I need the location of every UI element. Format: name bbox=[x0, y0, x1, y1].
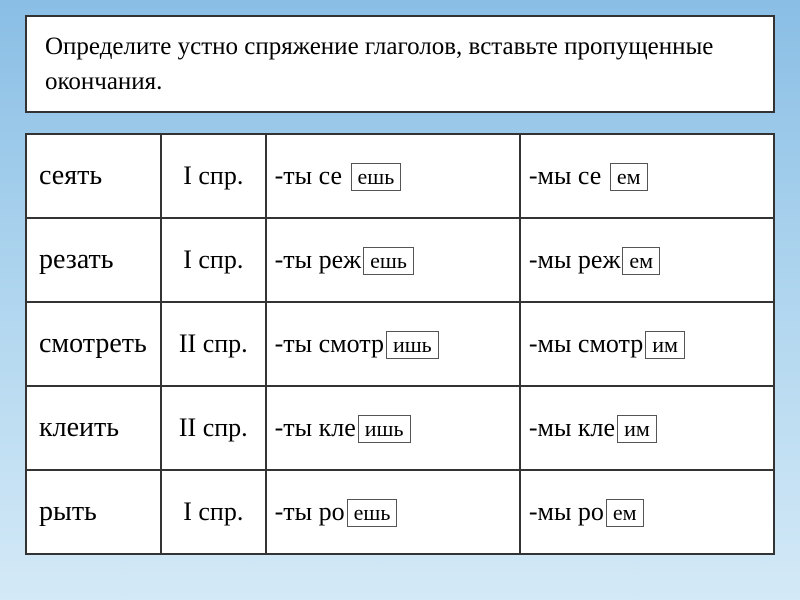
table-row: сеятьI спр.-ты се ешь-мы се ем bbox=[26, 134, 774, 218]
conjugation-label: спр. bbox=[198, 497, 243, 526]
ending-box: ешь bbox=[363, 247, 414, 275]
ending-box: ешь bbox=[347, 499, 398, 527]
ending-box: ешь bbox=[351, 163, 402, 191]
table-row: смотретьII спр.-ты смотришь-мы смотрим bbox=[26, 302, 774, 386]
conjugation-label: спр. bbox=[203, 329, 248, 358]
instruction-box: Определите устно спряжение глаголов, вст… bbox=[25, 15, 775, 113]
form-my-cell: -мы клеим bbox=[520, 386, 774, 470]
ending-box: им bbox=[645, 331, 685, 359]
conjugation-number: I bbox=[183, 161, 198, 190]
form-ty-cell: -ты смотришь bbox=[266, 302, 520, 386]
verb-cell: рыть bbox=[26, 470, 161, 554]
form-prefix: -мы реж bbox=[529, 245, 621, 274]
conjugation-label: спр. bbox=[203, 413, 248, 442]
form-my-cell: -мы роем bbox=[520, 470, 774, 554]
ending-box: ишь bbox=[386, 331, 439, 359]
verb-cell: клеить bbox=[26, 386, 161, 470]
form-prefix: -мы се bbox=[529, 161, 601, 190]
conjugation-number: II bbox=[179, 329, 203, 358]
ending-box: ем bbox=[606, 499, 644, 527]
ending-box: им bbox=[617, 415, 657, 443]
conjugation-cell: II спр. bbox=[161, 386, 266, 470]
form-prefix: -ты ро bbox=[275, 497, 345, 526]
verb-cell: резать bbox=[26, 218, 161, 302]
form-prefix: -мы ро bbox=[529, 497, 604, 526]
form-prefix: -ты смотр bbox=[275, 329, 384, 358]
conjugation-number: I bbox=[183, 245, 198, 274]
form-ty-cell: -ты режешь bbox=[266, 218, 520, 302]
conjugation-cell: II спр. bbox=[161, 302, 266, 386]
form-prefix: -мы кле bbox=[529, 413, 615, 442]
form-ty-cell: -ты клеишь bbox=[266, 386, 520, 470]
form-prefix: -мы смотр bbox=[529, 329, 643, 358]
ending-box: ем bbox=[610, 163, 648, 191]
form-prefix: -ты реж bbox=[275, 245, 362, 274]
conjugation-number: II bbox=[179, 413, 203, 442]
form-my-cell: -мы се ем bbox=[520, 134, 774, 218]
conjugation-number: I bbox=[183, 497, 198, 526]
form-my-cell: -мы смотрим bbox=[520, 302, 774, 386]
conjugation-cell: I спр. bbox=[161, 470, 266, 554]
verb-cell: сеять bbox=[26, 134, 161, 218]
ending-box: ишь bbox=[358, 415, 411, 443]
conjugation-label: спр. bbox=[198, 245, 243, 274]
conjugation-table: сеятьI спр.-ты се ешь-мы се емрезатьI сп… bbox=[25, 133, 775, 555]
verb-cell: смотреть bbox=[26, 302, 161, 386]
table-row: резатьI спр.-ты режешь-мы режем bbox=[26, 218, 774, 302]
form-prefix: -ты се bbox=[275, 161, 342, 190]
ending-box: ем bbox=[622, 247, 660, 275]
form-ty-cell: -ты се ешь bbox=[266, 134, 520, 218]
conjugation-cell: I спр. bbox=[161, 218, 266, 302]
form-my-cell: -мы режем bbox=[520, 218, 774, 302]
form-prefix: -ты кле bbox=[275, 413, 356, 442]
form-ty-cell: -ты роешь bbox=[266, 470, 520, 554]
instruction-text: Определите устно спряжение глаголов, вст… bbox=[45, 33, 713, 95]
table-row: рытьI спр.-ты роешь-мы роем bbox=[26, 470, 774, 554]
table-row: клеитьII спр.-ты клеишь-мы клеим bbox=[26, 386, 774, 470]
conjugation-cell: I спр. bbox=[161, 134, 266, 218]
conjugation-label: спр. bbox=[198, 161, 243, 190]
